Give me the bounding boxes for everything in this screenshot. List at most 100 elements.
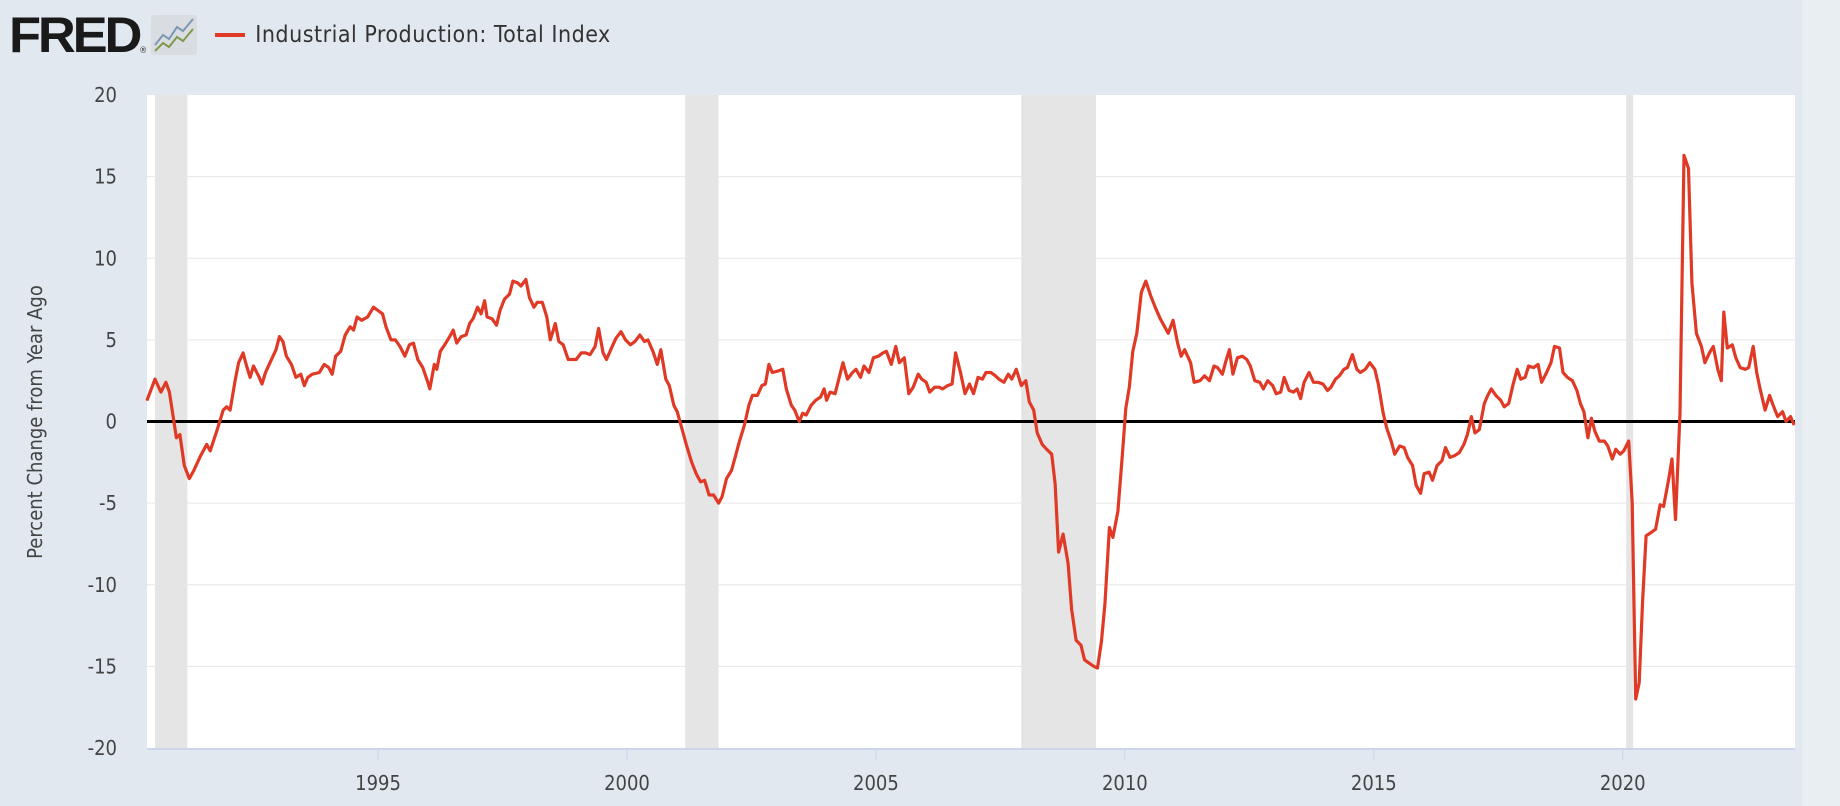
data-point — [205, 443, 208, 446]
data-point — [1483, 402, 1486, 405]
data-point — [1537, 363, 1539, 366]
data-point — [146, 399, 148, 402]
data-point — [1487, 394, 1489, 397]
data-point — [439, 350, 442, 353]
data-point — [483, 299, 486, 302]
data-point — [672, 404, 675, 406]
data-point — [933, 386, 936, 389]
data-point — [1326, 389, 1329, 392]
data-point — [290, 363, 293, 366]
data-point — [777, 370, 780, 372]
data-point — [668, 384, 671, 387]
data-point — [959, 371, 962, 374]
data-point — [589, 353, 591, 356]
data-point — [615, 337, 617, 340]
data-point — [676, 410, 679, 413]
legend-item[interactable]: Industrial Production: Total Index — [215, 22, 611, 48]
data-point — [1292, 391, 1295, 393]
data-point — [685, 445, 688, 447]
data-point — [323, 363, 326, 366]
data-point — [377, 309, 379, 312]
data-point — [1739, 366, 1742, 369]
data-point — [1203, 374, 1206, 377]
data-point — [938, 386, 940, 389]
data-point — [1453, 454, 1456, 457]
series-line — [145, 153, 1796, 701]
data-point — [1041, 443, 1043, 446]
data-point — [508, 293, 511, 295]
data-point — [851, 371, 854, 374]
data-point — [898, 361, 901, 364]
data-point — [1516, 368, 1518, 371]
data-point — [1144, 280, 1147, 282]
data-point — [549, 339, 552, 341]
data-point — [1776, 415, 1779, 418]
data-point — [1382, 412, 1385, 415]
fred-logo[interactable]: FRED — [9, 7, 142, 63]
data-point — [941, 388, 944, 390]
data-point — [448, 335, 451, 338]
data-point — [664, 378, 667, 380]
data-point — [1271, 384, 1274, 387]
data-point — [295, 376, 297, 379]
data-point — [307, 376, 309, 379]
data-point — [1415, 484, 1417, 486]
data-point — [1436, 464, 1438, 467]
data-point — [520, 285, 522, 287]
data-point — [977, 376, 979, 379]
data-point — [1104, 603, 1106, 606]
data-point — [1683, 154, 1685, 157]
data-point — [512, 280, 514, 282]
scrollbar[interactable] — [1802, 0, 1840, 806]
data-point — [257, 374, 260, 377]
data-point — [1364, 368, 1367, 371]
data-point — [1478, 428, 1481, 431]
data-point — [567, 358, 570, 361]
data-point — [1540, 381, 1543, 384]
data-point — [1441, 459, 1443, 462]
data-point — [1083, 659, 1086, 661]
data-point — [920, 378, 923, 380]
data-point — [907, 392, 910, 395]
data-point — [331, 373, 334, 375]
data-point — [602, 352, 604, 354]
data-point — [1080, 644, 1082, 646]
data-point — [1003, 381, 1005, 384]
data-point — [1463, 443, 1465, 446]
data-point — [624, 339, 627, 341]
data-point — [1619, 453, 1622, 455]
data-point — [1403, 446, 1405, 449]
data-point — [495, 324, 498, 326]
data-point — [1117, 510, 1119, 513]
data-point — [533, 306, 535, 309]
data-point — [1288, 389, 1290, 392]
data-point — [1419, 492, 1422, 495]
data-point — [1346, 366, 1349, 369]
data-point — [1108, 526, 1111, 529]
data-point — [1125, 407, 1127, 410]
data-point — [1723, 311, 1725, 313]
data-point — [1659, 503, 1661, 506]
data-point — [426, 379, 429, 382]
data-point — [1193, 381, 1195, 384]
data-point — [546, 316, 548, 318]
data-point — [1385, 427, 1388, 429]
data-point — [951, 383, 953, 385]
data-point — [261, 383, 263, 385]
data-point — [1747, 366, 1750, 369]
data-point — [536, 301, 539, 304]
data-point — [452, 329, 454, 331]
y-tick-label: -10 — [88, 573, 117, 597]
data-point — [1622, 450, 1625, 452]
data-point — [730, 469, 733, 472]
data-point — [443, 343, 446, 346]
data-point — [1466, 433, 1469, 436]
data-point — [868, 371, 870, 374]
data-point — [198, 456, 201, 459]
data-point — [193, 469, 195, 472]
data-point — [575, 358, 577, 361]
data-point — [1028, 401, 1031, 403]
data-point — [1373, 368, 1376, 371]
data-point — [629, 343, 632, 346]
data-point — [1075, 639, 1077, 642]
